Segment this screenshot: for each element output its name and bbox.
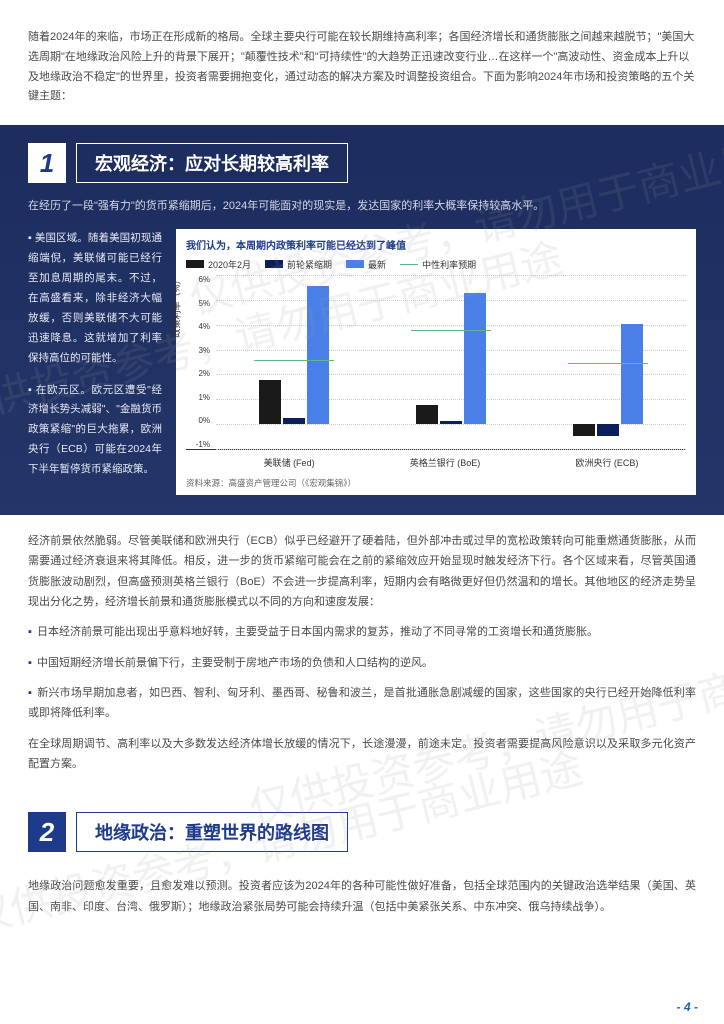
section1-heading: 宏观经济：应对长期较高利率 [76, 143, 348, 183]
body-p1: 经济前景依然脆弱。尽管美联储和欧洲央行（ECB）似乎已经避开了硬着陆，但外部冲击… [28, 531, 696, 612]
swatch-s3 [346, 260, 364, 268]
y-axis: 6%5%4%3%2%1%0%-1% [186, 275, 214, 449]
chart-legend: 2020年2月 前轮紧缩期 最新 中性利率预期 [186, 258, 686, 271]
section1-number: 1 [28, 143, 66, 183]
body-text: 经济前景依然脆弱。尽管美联储和欧洲央行（ECB）似乎已经避开了硬着陆，但外部冲击… [0, 515, 724, 794]
x-axis-labels: 美联储 (Fed)英格兰银行 (BoE)欧洲央行 (ECB) [186, 456, 686, 469]
chart-title: 我们认为，本周期内政策利率可能已经达到了峰值 [186, 237, 686, 252]
swatch-s2 [265, 260, 283, 268]
section2-heading: 地缘政治：重塑世界的路线图 [76, 812, 348, 852]
policy-rate-chart: 我们认为，本周期内政策利率可能已经达到了峰值 2020年2月 前轮紧缩期 最新 … [176, 229, 696, 495]
intro-paragraph: 随着2024年的来临，市场正在形成新的格局。全球主要央行可能在较长期维持高利率；… [0, 0, 724, 125]
chart-bars [216, 275, 686, 449]
section2-title: 2 地缘政治：重塑世界的路线图 [0, 812, 724, 852]
left-bullet-eu: ▪ 在欧元区。欧元区遭受"经济增长势头减弱"、"金融货币政策紧缩"的巨大拖累，欧… [28, 381, 162, 481]
section2-number: 2 [28, 812, 66, 852]
section1-title: 1 宏观经济：应对长期较高利率 [28, 143, 696, 183]
section-macro: 1 宏观经济：应对长期较高利率 在经历了一段"强有力"的货币紧缩期后，2024年… [0, 125, 724, 515]
left-bullet-us: ▪ 美国区域。随着美国初现通缩端倪，美联储可能已经行至加息周期的尾末。不过，在高… [28, 229, 162, 369]
outro-text: 地缘政治问题愈发重要，且愈发难以预测。投资者应该为2024年的各种可能性做好准备… [0, 866, 724, 937]
swatch-s1 [186, 260, 204, 268]
chart-plot-area: 政策利率（%） 6%5%4%3%2%1%0%-1% [186, 275, 686, 450]
y-axis-label: 政策利率（%） [170, 275, 183, 337]
body-bullet-japan: ▪ 日本经济前景可能出现出乎意料地好转，主要受益于日本国内需求的复苏，推动了不同… [28, 622, 696, 642]
swatch-s4 [400, 264, 418, 265]
body-p2: 在全球周期调节、高利率以及大多数发达经济体增长放缓的情况下，长途漫漫，前途未定。… [28, 734, 696, 775]
outro-paragraph: 地缘政治问题愈发重要，且愈发难以预测。投资者应该为2024年的各种可能性做好准备… [28, 876, 696, 917]
page-number: - 4 - [677, 1000, 698, 1014]
body-bullet-em: ▪ 新兴市场早期加息者，如巴西、智利、匈牙利、墨西哥、秘鲁和波兰，是首批通胀急剧… [28, 683, 696, 724]
chart-source: 资料来源：高盛资产管理公司（《宏观集锦》） [186, 477, 686, 489]
section1-left-column: ▪ 美国区域。随着美国初现通缩端倪，美联储可能已经行至加息周期的尾末。不过，在高… [28, 229, 162, 492]
body-bullet-china: ▪ 中国短期经济增长前景偏下行，主要受制于房地产市场的负债和人口结构的逆风。 [28, 653, 696, 673]
section1-lead: 在经历了一段"强有力"的货币紧缩期后，2024年可能面对的现实是，发达国家的利率… [28, 197, 696, 217]
